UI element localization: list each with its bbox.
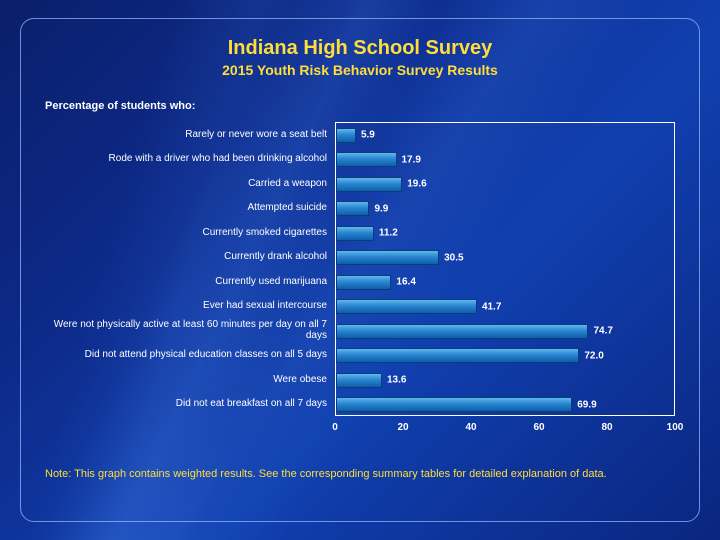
bar-value-label: 9.9 bbox=[374, 203, 388, 214]
category-labels-column: Rarely or never wore a seat belt Rode wit… bbox=[45, 122, 335, 440]
footer-note: Note: This graph contains weighted resul… bbox=[45, 468, 675, 480]
bar-row: 72.0 bbox=[336, 344, 674, 369]
category-label: Were not physically active at least 60 m… bbox=[45, 319, 335, 342]
bar-row: 41.7 bbox=[336, 295, 674, 320]
bar: 5.9 bbox=[336, 128, 356, 143]
category-label-row: Rarely or never wore a seat belt bbox=[45, 122, 335, 147]
bar-value-label: 11.2 bbox=[379, 228, 398, 239]
bar: 69.9 bbox=[336, 397, 572, 412]
bar-row: 19.6 bbox=[336, 172, 674, 197]
bar: 17.9 bbox=[336, 152, 397, 167]
x-tick-label: 100 bbox=[667, 422, 684, 433]
bar: 41.7 bbox=[336, 299, 477, 314]
bar-row: 69.9 bbox=[336, 393, 674, 418]
category-label-row: Did not eat breakfast on all 7 days bbox=[45, 392, 335, 417]
x-tick-label: 60 bbox=[533, 422, 544, 433]
bar-value-label: 5.9 bbox=[361, 130, 375, 141]
category-label-row: Currently drank alcohol bbox=[45, 245, 335, 270]
chart-container: Rarely or never wore a seat belt Rode wit… bbox=[45, 122, 675, 440]
main-title: Indiana High School Survey bbox=[45, 37, 675, 60]
category-label-row: Ever had sexual intercourse bbox=[45, 294, 335, 319]
category-label: Did not attend physical education classe… bbox=[45, 349, 335, 361]
x-tick-label: 20 bbox=[397, 422, 408, 433]
bar-row: 11.2 bbox=[336, 221, 674, 246]
category-label: Rarely or never wore a seat belt bbox=[45, 129, 335, 141]
bar-value-label: 16.4 bbox=[396, 277, 415, 288]
category-label: Currently smoked cigarettes bbox=[45, 227, 335, 239]
x-axis: 020406080100 bbox=[335, 420, 675, 440]
bar-value-label: 13.6 bbox=[387, 375, 406, 386]
category-label-row: Did not attend physical education classe… bbox=[45, 343, 335, 368]
bar: 9.9 bbox=[336, 201, 369, 216]
bar-value-label: 69.9 bbox=[577, 399, 596, 410]
bar-row: 9.9 bbox=[336, 197, 674, 222]
plot-column: 5.9 17.9 19.6 9.9 11.2 30.5 16.4 41.7 74.7 72.0 13… bbox=[335, 122, 675, 440]
category-label: Currently used marijuana bbox=[45, 276, 335, 288]
category-label: Attempted suicide bbox=[45, 202, 335, 214]
subtitle: 2015 Youth Risk Behavior Survey Results bbox=[45, 62, 675, 78]
bar: 30.5 bbox=[336, 250, 439, 265]
category-label: Were obese bbox=[45, 374, 335, 386]
category-label-row: Were obese bbox=[45, 367, 335, 392]
category-label: Rode with a driver who had been drinking… bbox=[45, 153, 335, 165]
bar-value-label: 72.0 bbox=[584, 350, 603, 361]
category-label: Currently drank alcohol bbox=[45, 251, 335, 263]
bar-row: 13.6 bbox=[336, 368, 674, 393]
x-tick-label: 40 bbox=[465, 422, 476, 433]
category-label-row: Currently used marijuana bbox=[45, 269, 335, 294]
bar-value-label: 74.7 bbox=[593, 326, 612, 337]
chart-caption: Percentage of students who: bbox=[45, 100, 675, 112]
bar-value-label: 30.5 bbox=[444, 252, 463, 263]
bar: 19.6 bbox=[336, 177, 402, 192]
x-tick-label: 0 bbox=[332, 422, 338, 433]
bar-row: 30.5 bbox=[336, 246, 674, 271]
bar-row: 74.7 bbox=[336, 319, 674, 344]
category-label: Did not eat breakfast on all 7 days bbox=[45, 398, 335, 410]
category-label: Ever had sexual intercourse bbox=[45, 300, 335, 312]
x-tick-label: 80 bbox=[601, 422, 612, 433]
category-label-row: Were not physically active at least 60 m… bbox=[45, 318, 335, 343]
bar: 11.2 bbox=[336, 226, 374, 241]
bar: 16.4 bbox=[336, 275, 391, 290]
plot-area: 5.9 17.9 19.6 9.9 11.2 30.5 16.4 41.7 74.7 72.0 13… bbox=[335, 122, 675, 416]
category-label-row: Currently smoked cigarettes bbox=[45, 220, 335, 245]
bar-value-label: 41.7 bbox=[482, 301, 501, 312]
bar-value-label: 19.6 bbox=[407, 179, 426, 190]
bar-row: 5.9 bbox=[336, 123, 674, 148]
bar-value-label: 17.9 bbox=[402, 154, 421, 165]
category-label-row: Attempted suicide bbox=[45, 196, 335, 221]
category-label-row: Carried a weapon bbox=[45, 171, 335, 196]
category-label-row: Rode with a driver who had been drinking… bbox=[45, 147, 335, 172]
bar-row: 17.9 bbox=[336, 148, 674, 173]
content-panel: Indiana High School Survey 2015 Youth Ri… bbox=[20, 18, 700, 522]
bar-row: 16.4 bbox=[336, 270, 674, 295]
category-label: Carried a weapon bbox=[45, 178, 335, 190]
bar: 72.0 bbox=[336, 348, 579, 363]
bar: 74.7 bbox=[336, 324, 588, 339]
bar: 13.6 bbox=[336, 373, 382, 388]
